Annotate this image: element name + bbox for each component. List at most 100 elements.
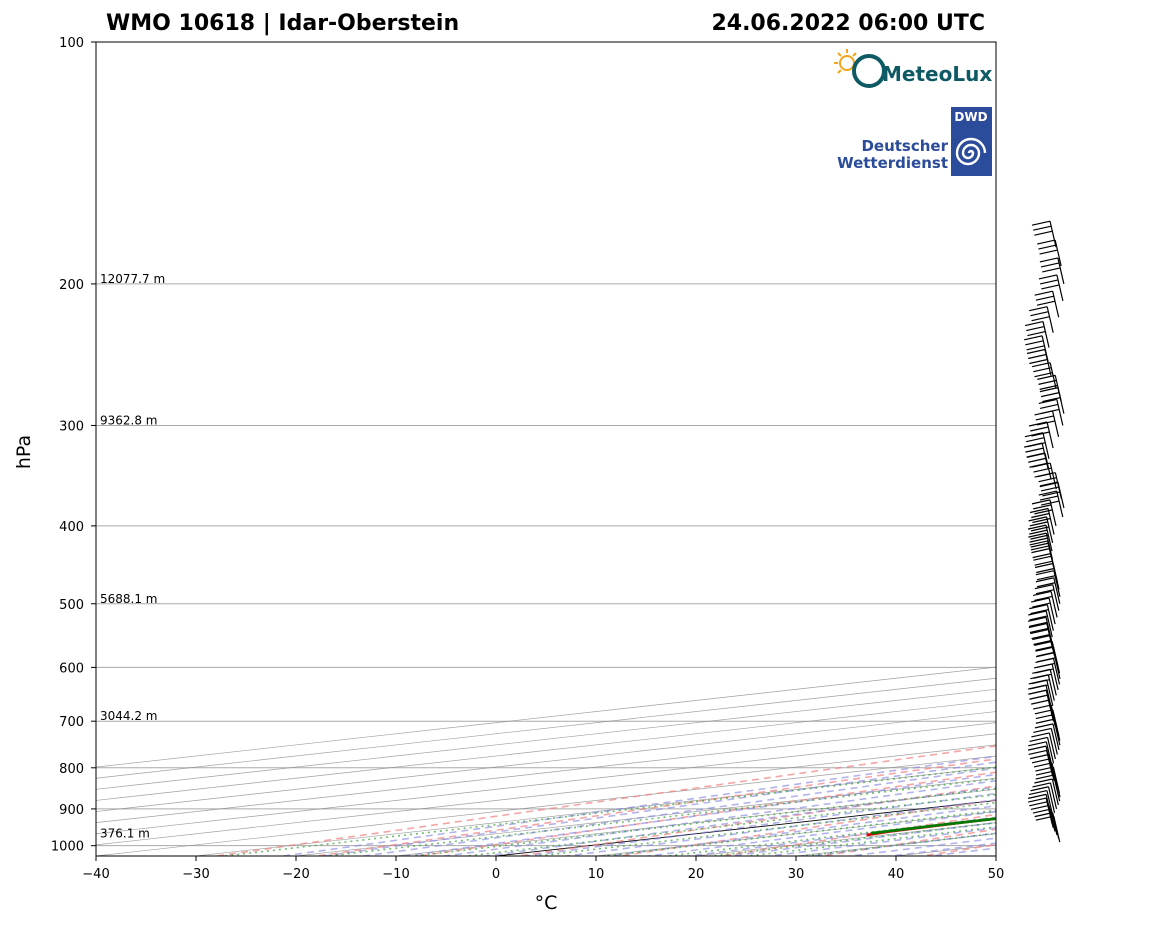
x-tick-label: 10 <box>588 867 605 882</box>
wind-barb <box>1030 597 1056 625</box>
isotherm-line <box>96 677 996 779</box>
wind-barb <box>1038 274 1064 302</box>
x-axis-label: °C <box>535 892 558 914</box>
wind-barb <box>1034 723 1060 751</box>
wind-barb <box>1026 452 1052 480</box>
y-tick-label: 200 <box>59 278 84 293</box>
moist-adiabat-line <box>277 755 996 856</box>
dry-adiabat-line <box>614 799 996 856</box>
meteolux-text: MeteoLux <box>882 62 992 86</box>
wind-barbs <box>1024 220 1065 843</box>
isotherm-line <box>96 700 996 801</box>
moist-adiabat-line <box>318 761 996 856</box>
moist-adiabat-line <box>398 773 996 856</box>
x-tick-label: 40 <box>888 867 905 882</box>
wind-barb <box>1030 786 1056 813</box>
wind-barb <box>1026 348 1052 376</box>
dewpoint-trace <box>870 817 996 835</box>
wind-barb <box>1034 562 1060 590</box>
moist-adiabat-line <box>358 767 996 856</box>
wind-barb <box>1031 499 1057 527</box>
y-tick-label: 100 <box>59 36 84 51</box>
wind-barb <box>1028 421 1054 449</box>
spiral-icon <box>955 137 987 166</box>
datetime-title: 24.06.2022 06:00 UTC <box>711 11 985 36</box>
x-tick-label: −30 <box>182 867 209 882</box>
moist-adiabat-line <box>642 810 996 856</box>
profile-traces <box>866 817 996 837</box>
moist-adiabat-line <box>479 786 996 856</box>
mixing-ratio-line <box>598 809 996 856</box>
y-axis: 100 200 300 400 500 600 700 800 900 1000 <box>51 36 96 855</box>
wind-barb <box>1035 770 1061 798</box>
dry-adiabat-line <box>412 771 996 856</box>
wind-barb <box>1039 387 1065 414</box>
y-axis-label: hPa <box>13 435 35 469</box>
wind-barb <box>1037 374 1062 402</box>
moist-adiabat-line <box>803 832 996 856</box>
isotherm-line <box>96 711 996 812</box>
x-tick-label: 0 <box>492 867 500 882</box>
isotherm-line <box>96 666 996 768</box>
isotherm-line <box>96 688 996 790</box>
mixing-ratio-line <box>741 826 996 856</box>
height-label: 12077.7 m <box>100 272 165 286</box>
wind-barb <box>1035 815 1061 843</box>
wind-barb <box>1029 306 1054 333</box>
wind-barb <box>1034 290 1060 318</box>
isotherm-line <box>392 788 996 856</box>
wind-barb <box>1032 590 1058 618</box>
mixing-ratio-line <box>705 821 996 856</box>
plot-frame <box>95 41 997 857</box>
y-tick-label: 300 <box>59 419 84 434</box>
moist-adiabat-line <box>924 847 996 856</box>
dwd-logo: Deutscher Wetterdienst DWD <box>828 104 994 180</box>
wind-barb <box>1029 604 1054 631</box>
height-label: 9362.8 m <box>100 413 158 427</box>
height-label: 5688.1 m <box>100 592 158 606</box>
dwd-line2: Wetterdienst <box>837 154 948 172</box>
dry-adiabat-line <box>210 745 996 856</box>
wind-barb <box>1034 584 1060 611</box>
y-tick-label: 500 <box>59 598 84 613</box>
wind-barb <box>1027 524 1053 552</box>
x-tick-label: −20 <box>282 867 309 882</box>
moist-adiabat-line <box>560 798 996 856</box>
station-title: WMO 10618 | Idar-Oberstein <box>106 11 459 36</box>
wind-barb <box>1039 257 1065 285</box>
x-tick-label: 20 <box>688 867 705 882</box>
moist-adiabat-line <box>601 804 996 856</box>
height-label: 376.1 m <box>100 827 150 841</box>
y-tick-label: 1000 <box>51 840 84 855</box>
temperature-trace <box>866 817 996 837</box>
dwd-badge: DWD <box>954 110 987 124</box>
wind-barb <box>1037 239 1062 267</box>
meteolux-logo: MeteoLux <box>828 44 994 94</box>
height-labels: 12077.7 m 9362.8 m 5688.1 m 3044.2 m 376.1 m <box>100 272 165 841</box>
wind-barb <box>1032 782 1058 810</box>
dry-adiabat-line <box>1082 42 1160 863</box>
x-tick-label: 30 <box>788 867 805 882</box>
wind-barb <box>1028 610 1053 638</box>
y-tick-label: 800 <box>59 762 84 777</box>
y-tick-label: 900 <box>59 803 84 818</box>
isotherm-line <box>192 766 996 856</box>
x-tick-label: −10 <box>382 867 409 882</box>
wind-barb <box>1024 320 1050 348</box>
moist-adiabat-line <box>520 792 996 856</box>
x-tick-label: 50 <box>988 867 1005 882</box>
height-label: 3044.2 m <box>100 709 158 723</box>
wind-barb <box>1034 812 1060 839</box>
moist-adiabat-line <box>722 821 996 856</box>
mixing-ratio-line <box>530 801 996 856</box>
isotherm-line <box>491 799 996 856</box>
wind-barb <box>1034 410 1060 438</box>
wind-barb <box>1035 774 1061 802</box>
y-tick-label: 400 <box>59 520 84 535</box>
mixing-ratio-line <box>660 816 996 856</box>
y-tick-label: 600 <box>59 661 84 676</box>
wind-barb <box>1031 220 1057 248</box>
wind-barb <box>1034 778 1059 806</box>
wind-barb <box>1029 736 1055 764</box>
x-tick-label: −40 <box>82 867 109 882</box>
